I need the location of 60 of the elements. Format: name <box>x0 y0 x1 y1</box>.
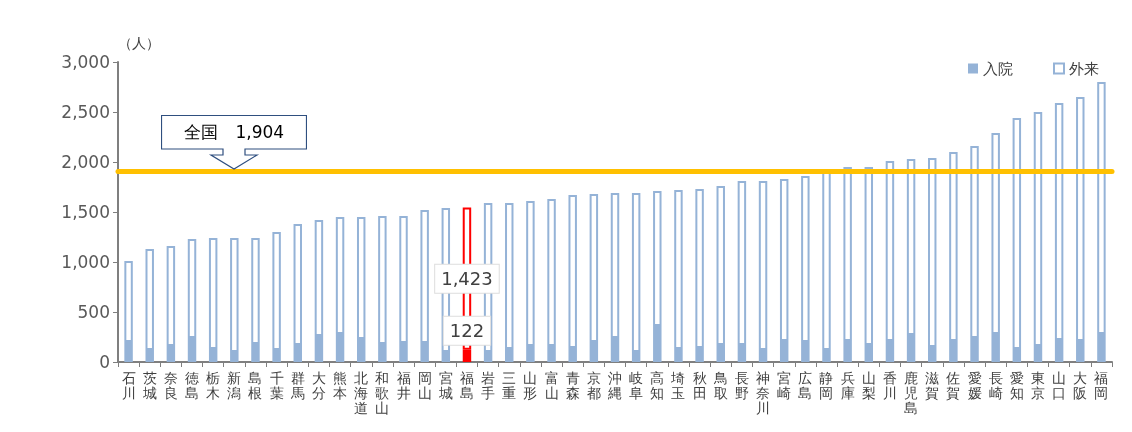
legend-label: 入院 <box>983 59 1013 78</box>
x-tick-label: 兵庫 <box>840 369 855 401</box>
x-tick-label: 富山 <box>544 369 559 401</box>
x-tick-label: 新潟 <box>227 369 242 401</box>
x-tick-label: 佐賀 <box>946 369 961 401</box>
ref-line-label: 全国 1,904 <box>183 120 286 144</box>
y-tick-label: 3,000 <box>61 52 110 72</box>
x-tick-label: 高知 <box>650 369 665 401</box>
x-tick-label: 鹿児島 <box>904 369 919 416</box>
x-tick-label: 山梨 <box>861 369 876 401</box>
x-tick-label: 岐阜 <box>629 369 644 401</box>
x-tick-label: 福岡 <box>1094 369 1109 401</box>
x-tick-label: 宮崎 <box>777 369 792 401</box>
x-tick-label: 埼玉 <box>670 369 686 401</box>
x-tick-label: 栃木 <box>206 369 221 401</box>
x-tick-label: 徳島 <box>185 369 200 401</box>
x-tick-label: 長崎 <box>988 369 1003 401</box>
y-tick-label: 0 <box>99 352 110 372</box>
x-tick-label: 神奈川 <box>756 369 771 416</box>
x-tick-label: 山形 <box>523 369 538 401</box>
data-label: 122 <box>449 320 485 342</box>
x-tick-label: 熊本 <box>333 369 348 401</box>
x-tick-label: 滋賀 <box>925 369 940 401</box>
y-axis-title: （人） <box>118 35 160 51</box>
legend-label: 外来 <box>1069 59 1099 78</box>
x-tick-label: 京都 <box>586 369 601 401</box>
x-tick-label: 青森 <box>565 369 580 401</box>
x-tick-label: 山口 <box>1052 369 1067 401</box>
x-tick-label: 広島 <box>798 369 813 401</box>
x-tick-label: 鳥取 <box>712 369 728 401</box>
x-tick-label: 和歌山 <box>375 369 390 416</box>
x-tick-label: 宮城 <box>437 369 453 401</box>
x-tick-label: 茨城 <box>141 369 157 401</box>
x-tick-label: 石川 <box>121 369 136 401</box>
x-tick-label: 三重 <box>502 369 517 401</box>
x-tick-label: 福島 <box>459 369 474 401</box>
y-tick-label: 2,000 <box>61 152 110 172</box>
y-tick-label: 1,500 <box>61 202 110 222</box>
x-tick-label: 大阪 <box>1073 369 1088 401</box>
x-tick-label: 東京 <box>1030 369 1045 401</box>
x-tick-label: 愛知 <box>1009 369 1024 401</box>
x-tick-label: 奈良 <box>163 369 178 401</box>
data-label: 1,423 <box>441 268 493 290</box>
x-tick-label: 福井 <box>396 369 411 401</box>
x-tick-label: 大分 <box>311 369 326 401</box>
x-tick-label: 岡山 <box>417 369 432 401</box>
x-tick-label: 長野 <box>734 369 749 401</box>
x-tick-label: 北海道 <box>354 369 369 416</box>
y-tick-label: 1,000 <box>61 252 110 272</box>
x-tick-label: 静岡 <box>819 369 834 401</box>
x-tick-label: 沖縄 <box>607 369 622 401</box>
x-tick-label: 群馬 <box>289 369 305 401</box>
x-tick-label: 島根 <box>248 369 263 401</box>
y-tick-label: 500 <box>77 302 110 322</box>
x-tick-label: 千葉 <box>269 369 284 401</box>
x-tick-label: 岩手 <box>481 369 496 401</box>
x-tick-label: 愛媛 <box>967 369 982 401</box>
x-tick-label: 香川 <box>882 369 897 401</box>
x-tick-label: 秋田 <box>692 369 707 401</box>
y-tick-label: 2,500 <box>61 102 110 122</box>
